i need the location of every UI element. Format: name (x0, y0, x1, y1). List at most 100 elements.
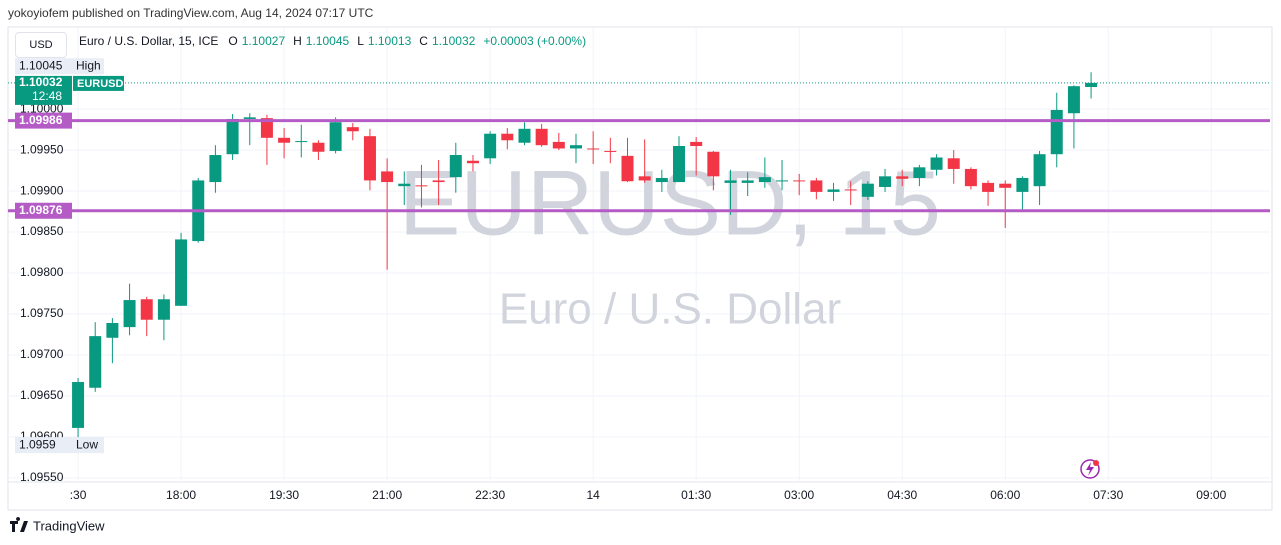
legend-l-label: L (357, 34, 364, 48)
candle-body (312, 142, 325, 152)
candle-body (569, 145, 582, 149)
candle-body (999, 183, 1012, 188)
candle-body (810, 180, 823, 192)
x-tick-label: 18:00 (166, 488, 196, 502)
candle-body (655, 177, 668, 183)
high-tag-label: High (76, 58, 101, 72)
candle-body (724, 180, 737, 183)
y-tick-label: 1.09650 (20, 388, 64, 402)
candle-body (243, 117, 256, 119)
level-label-box (15, 112, 72, 129)
watermark-subtitle: Euro / U.S. Dollar (499, 285, 841, 334)
candle-body (621, 155, 634, 182)
legend-close: 1.10032 (431, 34, 476, 48)
candle-body (1085, 82, 1098, 88)
candle-body (793, 180, 806, 182)
candle-body (844, 189, 857, 191)
x-tick-label: 06:00 (990, 488, 1020, 502)
low-tag-box (72, 437, 104, 454)
candle-body (501, 133, 514, 141)
candle-body (175, 239, 188, 306)
chart-frame (7, 26, 1273, 511)
alert-icon (1080, 459, 1100, 479)
low-value-label: 1.0959 (19, 437, 56, 451)
candle-body (913, 167, 926, 178)
legend-h-label: H (293, 34, 302, 48)
x-tick-label: 19:30 (269, 488, 299, 502)
candle-body (758, 177, 771, 183)
candle-body (398, 183, 411, 187)
high-tag-box (72, 58, 104, 75)
candle-body (535, 128, 548, 146)
price-labels: 1.095501.096001.096501.097001.097501.098… (15, 58, 124, 484)
candle-body (827, 189, 840, 192)
candle-body (209, 155, 222, 183)
candle-body (381, 171, 394, 183)
low-value-box (15, 437, 72, 454)
candle-body (861, 183, 874, 197)
x-tick-label: 22:30 (475, 488, 505, 502)
x-tick-label: 03:00 (784, 488, 814, 502)
level-label: 1.09986 (19, 113, 63, 127)
candle-body (415, 185, 428, 187)
candle-body (89, 336, 102, 388)
high-value-box (15, 58, 72, 75)
low-tag-label: Low (76, 437, 98, 451)
candle-body (106, 323, 119, 338)
candle-body (741, 180, 754, 183)
candle-body (707, 151, 720, 177)
candle-body (1016, 177, 1029, 192)
candle-body (982, 182, 995, 192)
candle-body (552, 141, 565, 149)
candle-body (673, 146, 686, 183)
symbol-box (73, 75, 124, 91)
candle-body (278, 137, 291, 143)
last-price-box (15, 75, 72, 105)
y-tick-label: 1.09850 (20, 224, 64, 238)
candle-body (518, 128, 531, 143)
publisher-header: yokoyiofem published on TradingView.com,… (8, 6, 374, 20)
candle-body (295, 141, 308, 143)
candle-body (260, 118, 273, 138)
y-tick-label: 1.09750 (20, 306, 64, 320)
y-tick-label: 1.09900 (20, 183, 64, 197)
candle-body (879, 176, 892, 187)
y-tick-label: 1.09550 (20, 470, 64, 484)
candle-body (466, 160, 479, 164)
currency-button[interactable]: USD (15, 32, 67, 58)
candle-body (140, 299, 153, 320)
last-price-label: 1.10032 (19, 75, 63, 89)
candle-body (1067, 86, 1080, 114)
footer-brand: TradingView (33, 518, 105, 533)
y-tick-label: 1.09950 (20, 142, 64, 156)
candle-body (964, 168, 977, 187)
grid (8, 28, 1270, 482)
x-tick-label: 14 (586, 488, 600, 502)
legend-high: 1.10045 (305, 34, 350, 48)
candle-body (226, 118, 239, 155)
x-tick-label: :30 (70, 488, 87, 502)
candle-body (896, 176, 909, 179)
candle-body (587, 148, 600, 150)
legend-open: 1.10027 (241, 34, 286, 48)
legend-title: Euro / U.S. Dollar, 15, ICE (79, 34, 219, 48)
candle-body (947, 158, 960, 169)
symbol-label: EURUSD (77, 78, 124, 90)
x-tick-label: 07:30 (1093, 488, 1123, 502)
candle-body (930, 157, 943, 170)
x-tick-label: 09:00 (1196, 488, 1226, 502)
y-tick-label: 1.09800 (20, 265, 64, 279)
plot (8, 72, 1270, 446)
candle-body (776, 180, 789, 182)
tradingview-logo (10, 517, 28, 532)
candle-body (157, 299, 170, 320)
watermark-title: EURUSD, 15 (399, 152, 941, 254)
y-tick-label: 1.09700 (20, 347, 64, 361)
legend-c-label: C (419, 34, 428, 48)
legend: Euro / U.S. Dollar, 15, ICE O 1.10027 H 1.… (79, 34, 590, 48)
candle-body (690, 141, 703, 147)
x-tick-label: 04:30 (887, 488, 917, 502)
legend-o-label: O (228, 34, 238, 48)
candle-body (638, 176, 651, 181)
